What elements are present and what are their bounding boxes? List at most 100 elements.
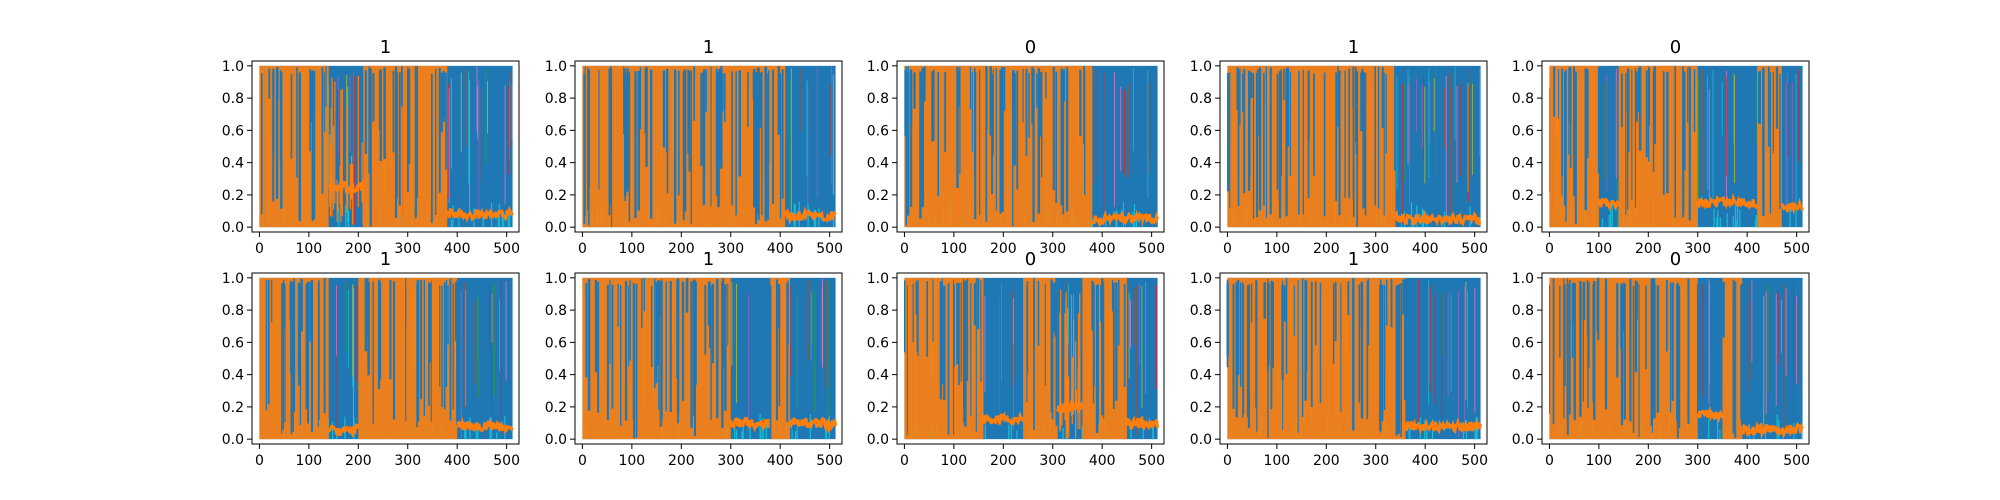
y-tick-label: 0.0 [1190,220,1212,236]
series-orange-line [259,277,514,440]
x-tick-label: 0 [255,453,264,469]
y-tick-label: 0.0 [545,432,567,448]
plot-area [1549,277,1804,440]
x-tick-label: 300 [1684,241,1711,257]
orange-segment-2 [1722,277,1743,440]
series-orange-line [1226,277,1483,440]
orange-low-segment-3 [788,416,838,434]
x-tick-label: 400 [1412,241,1439,257]
subplot-title: 1 [703,37,714,58]
y-tick-label: 0.0 [867,220,889,236]
x-tick-label: 100 [1585,453,1612,469]
y-tick-label: 0.0 [1512,432,1534,448]
y-tick-label: 0.4 [1512,368,1534,384]
y-tick-label: 0.4 [1190,156,1212,172]
plot-area [259,277,514,440]
subplot-title: 0 [1670,37,1681,58]
x-tick-label: 200 [990,453,1017,469]
y-tick-label: 0.4 [867,156,889,172]
subplot-6: 0 100 200 300 400 500 0.0 0.2 0.4 0.6 0.8 1.0 1 [222,249,520,469]
y-tick-label: 0.8 [867,303,889,319]
series-orange-line [259,65,514,228]
x-tick-label: 0 [1223,453,1232,469]
axes-frame [896,272,1165,445]
y-tick-label: 0.0 [545,220,567,236]
x-tick-label: 200 [1635,453,1662,469]
x-tick-label: 400 [444,241,471,257]
y-tick-label: 1.0 [1512,271,1534,287]
y-tick-label: 0.4 [1512,156,1534,172]
y-tick-label: 0.8 [867,91,889,107]
axes-frame [251,272,520,445]
plot-area [582,277,838,440]
y-tick-label: 0.6 [545,123,567,139]
x-tick-label: 400 [1734,453,1761,469]
x-tick-label: 400 [444,453,471,469]
x-tick-label: 200 [345,241,372,257]
x-tick-label: 0 [900,453,909,469]
orange-low-segment-1 [982,410,1025,426]
y-tick-label: 0.2 [545,400,567,416]
series-orange-line [904,65,1160,229]
y-tick-label: 0.4 [1190,368,1212,384]
y-tick-label: 0.8 [1512,91,1534,107]
x-tick-label: 500 [493,453,520,469]
y-tick-label: 0.0 [222,220,244,236]
series-orange-line [1549,65,1805,228]
y-tick-label: 1.0 [545,59,567,75]
y-tick-label: 0.6 [222,335,244,351]
x-tick-label: 100 [1585,241,1612,257]
x-tick-label: 100 [940,241,967,257]
x-tick-label: 500 [1783,453,1810,469]
x-tick-label: 300 [717,453,744,469]
series-orange-line [1226,65,1482,228]
y-tick-label: 0.6 [867,335,889,351]
subplot-4: 0 100 200 300 400 500 0.0 0.2 0.4 0.6 0.8 1.0 1 [1190,37,1488,257]
plot-area [1226,65,1482,228]
y-tick-label: 0.2 [222,188,244,204]
y-tick-label: 0.4 [545,368,567,384]
x-tick-label: 100 [940,453,967,469]
series-orange-line [582,65,837,228]
x-tick-label: 0 [1545,241,1554,257]
orange-segment-2 [1618,65,1698,228]
plot-area [582,65,837,228]
x-tick-label: 500 [1461,241,1488,257]
axes-frame [1541,60,1810,233]
subplot-7: 0 100 200 300 400 500 0.0 0.2 0.4 0.6 0.8 1.0 1 [545,249,843,469]
y-tick-label: 0.8 [545,303,567,319]
x-tick-label: 400 [767,241,794,257]
orange-low-segment-1 [729,416,772,433]
axes-frame [1541,272,1810,445]
y-tick-label: 0.4 [545,156,567,172]
x-tick-label: 500 [493,241,520,257]
x-tick-label: 300 [394,241,421,257]
y-tick-label: 1.0 [867,271,889,287]
y-tick-label: 1.0 [222,271,244,287]
subplot-2: 0 100 200 300 400 500 0.0 0.2 0.4 0.6 0.8 1.0 1 [545,37,843,257]
x-tick-label: 200 [1313,453,1340,469]
x-tick-label: 300 [394,453,421,469]
orange-low-segment-3 [1696,192,1759,211]
orange-low-segment-5 [1125,415,1160,431]
x-tick-label: 500 [1138,241,1165,257]
axes-frame [1219,272,1488,445]
subplot-title: 0 [1025,37,1036,58]
x-tick-label: 300 [1039,453,1066,469]
y-tick-label: 0.8 [1190,91,1212,107]
axes-frame [574,60,843,233]
subplot-title: 0 [1670,249,1681,270]
x-tick-label: 500 [1461,453,1488,469]
y-tick-label: 0.6 [867,123,889,139]
orange-segment-0 [1227,65,1396,228]
subplot-3: 0 100 200 300 400 500 0.0 0.2 0.4 0.6 0.8 1.0 0 [867,37,1165,257]
orange-low-segment-3 [1740,420,1804,440]
axes-frame [896,60,1165,233]
plot-area [903,277,1160,440]
y-tick-label: 0.0 [1190,432,1212,448]
y-tick-label: 0.2 [1512,400,1534,416]
orange-low-segment-1 [327,423,360,439]
x-tick-label: 500 [1138,453,1165,469]
subplot-title: 1 [1348,37,1359,58]
y-tick-label: 0.0 [222,432,244,448]
